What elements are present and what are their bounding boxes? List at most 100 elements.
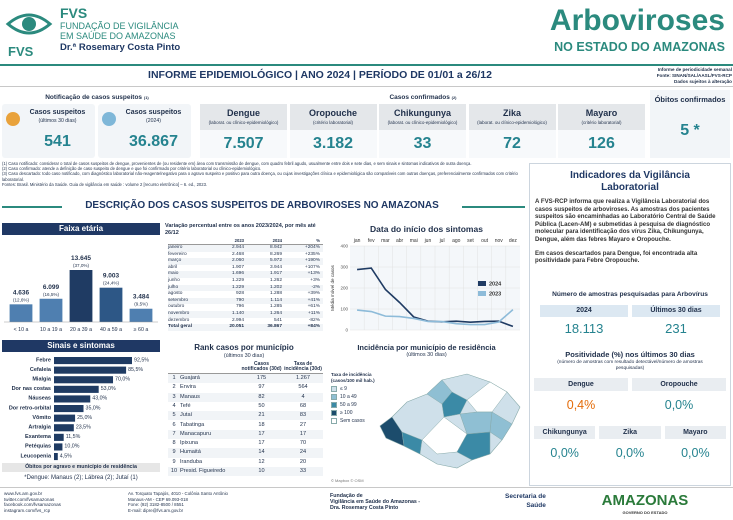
table-cell: +235%	[304, 251, 320, 257]
table-cell: 8.942	[269, 245, 282, 250]
table-cell: 24	[299, 449, 307, 456]
positivity-value: 0,0%	[550, 446, 579, 460]
footer-foundation: Fundação de Vigilância em Saúde do Amazon…	[330, 493, 420, 512]
row-band	[168, 258, 323, 265]
table-cell: +61%	[307, 304, 320, 310]
table-cell: 5	[172, 412, 176, 419]
rank-subtitle: (últimos 30 dias)	[223, 353, 265, 359]
org-name: Dr.ª Rosemary Costa Pinto	[60, 42, 181, 53]
footer-line: Dra. Rosemary Costa Pinto	[330, 505, 399, 512]
onset-chart: jan fev mar abr mai jun jul ago set out nov dez 0 100…	[330, 238, 520, 333]
row-band	[168, 467, 323, 477]
footer-line: Vigilância em Saúde do Amazonas -	[330, 499, 421, 506]
line-series	[357, 309, 514, 326]
map-municipality	[456, 431, 491, 461]
table-cell: 33	[299, 468, 307, 474]
table-cell: 7	[172, 430, 176, 437]
card-label: Oropouche	[308, 108, 357, 118]
y-tick-label: Febre	[36, 357, 51, 363]
table-cell: 541	[273, 317, 282, 323]
table-header: 2023	[234, 238, 244, 243]
row-band	[168, 392, 323, 402]
page-subtitle: NO ESTADO DO AMAZONAS	[554, 40, 725, 54]
card-label: Mayaro	[585, 108, 618, 118]
legend-swatch	[478, 281, 486, 286]
value-label: 25,0%	[77, 415, 92, 421]
table-cell: +204%	[304, 245, 320, 250]
table-cell: +3%	[310, 278, 320, 283]
legend-swatch	[331, 386, 337, 392]
table-cell: 82	[258, 393, 265, 400]
bar	[54, 405, 84, 413]
card-icon	[6, 112, 20, 126]
x-tick-label: jun	[424, 238, 432, 244]
bar	[39, 298, 63, 322]
card-head	[468, 104, 556, 130]
bar	[54, 357, 132, 365]
card-head	[558, 104, 645, 130]
table-cell: 18	[258, 421, 265, 428]
value-label: 3.484	[133, 294, 150, 301]
report-title: INFORME EPIDEMIOLÓGICO | ANO 2024 | PERÍ…	[148, 69, 492, 81]
table-cell: 12	[258, 458, 265, 465]
table-cell: 2.468	[231, 251, 244, 257]
x-tick-label: set	[467, 238, 474, 244]
table-header: 2024	[272, 238, 282, 243]
table-cell: agosto	[168, 291, 183, 297]
table-cell: 5.972	[269, 258, 282, 264]
x-tick-label: nov	[495, 238, 504, 244]
table-cell: Manaus	[180, 393, 200, 400]
map-municipality	[466, 381, 508, 413]
positivity-value: 0,0%	[681, 446, 710, 460]
footer-line: Saúde	[526, 502, 546, 509]
value-label: 10,0%	[64, 444, 79, 450]
card-head	[200, 104, 287, 130]
card-sub: (laborat. ou clínico-epidemiológico)	[477, 120, 547, 125]
row-band	[168, 448, 323, 458]
x-tick-label: < 10 a	[14, 327, 29, 333]
table-cell: 1.285	[269, 304, 282, 310]
value-label: 53,0%	[101, 386, 116, 392]
table-cell: janeiro	[168, 245, 183, 250]
value-label: 85,5%	[128, 367, 143, 373]
table-rule	[168, 244, 323, 245]
x-tick-label: ≥ 60 a	[134, 327, 149, 333]
legend-label: ≥ 100	[340, 410, 353, 416]
x-tick-label: mar	[381, 238, 390, 244]
positivity-value: 0,0%	[615, 446, 645, 460]
table-rule	[168, 373, 323, 374]
age-chart: 4.636(12,6%) < 10 a 6.099(16,5%) 10 a 19 a 1…	[4, 255, 158, 333]
positivity-value: 0,0%	[664, 398, 694, 412]
footer-line: Fone: (92) 3182-8500 / 8551	[128, 502, 184, 508]
sample-value: 18.113	[564, 321, 604, 336]
table-cell: Humaitá	[180, 449, 201, 456]
positivity-label: Mayaro	[664, 426, 726, 439]
table-cell: 1.140	[231, 311, 244, 316]
table-cell: 6	[172, 421, 176, 428]
table-cell: 21	[258, 412, 265, 419]
table-cell: -82%	[308, 317, 320, 323]
card-head	[289, 104, 377, 130]
table-cell: Iranduba	[180, 458, 203, 465]
org-name: EM SAÚDE DO AMAZONAS	[60, 31, 176, 41]
positivity-value: 0,4%	[566, 398, 596, 412]
footer-line: instagram.com/fvs_rcp	[4, 507, 51, 513]
footer-address: Av. Torquato Tapajós, 4010 - Colônia San…	[128, 491, 228, 513]
table-cell: 564	[298, 384, 308, 391]
table-cell: 20	[299, 458, 307, 465]
table-cell: 2.944	[231, 245, 244, 250]
x-tick-label: dez	[509, 238, 518, 244]
row-band	[168, 374, 323, 384]
org-name: FUNDAÇÃO DE VIGILÂNCIA	[60, 21, 179, 31]
positivity-subtitle: (número de amostras com resultado detect…	[557, 360, 703, 371]
report-note: Fonte: SINAN/SAL/AASL/FVS-RCP	[656, 73, 732, 78]
y-tick-label: Mialgia	[32, 377, 52, 383]
y-axis-label: Média móvel de casos	[330, 264, 335, 310]
table-cell: 83	[299, 412, 307, 419]
y-tick-label: Vômito	[32, 415, 51, 421]
table-cell: +107%	[304, 264, 320, 270]
y-tick-label: Leucopenia	[20, 453, 52, 459]
y-tick-label: 100	[340, 307, 348, 312]
